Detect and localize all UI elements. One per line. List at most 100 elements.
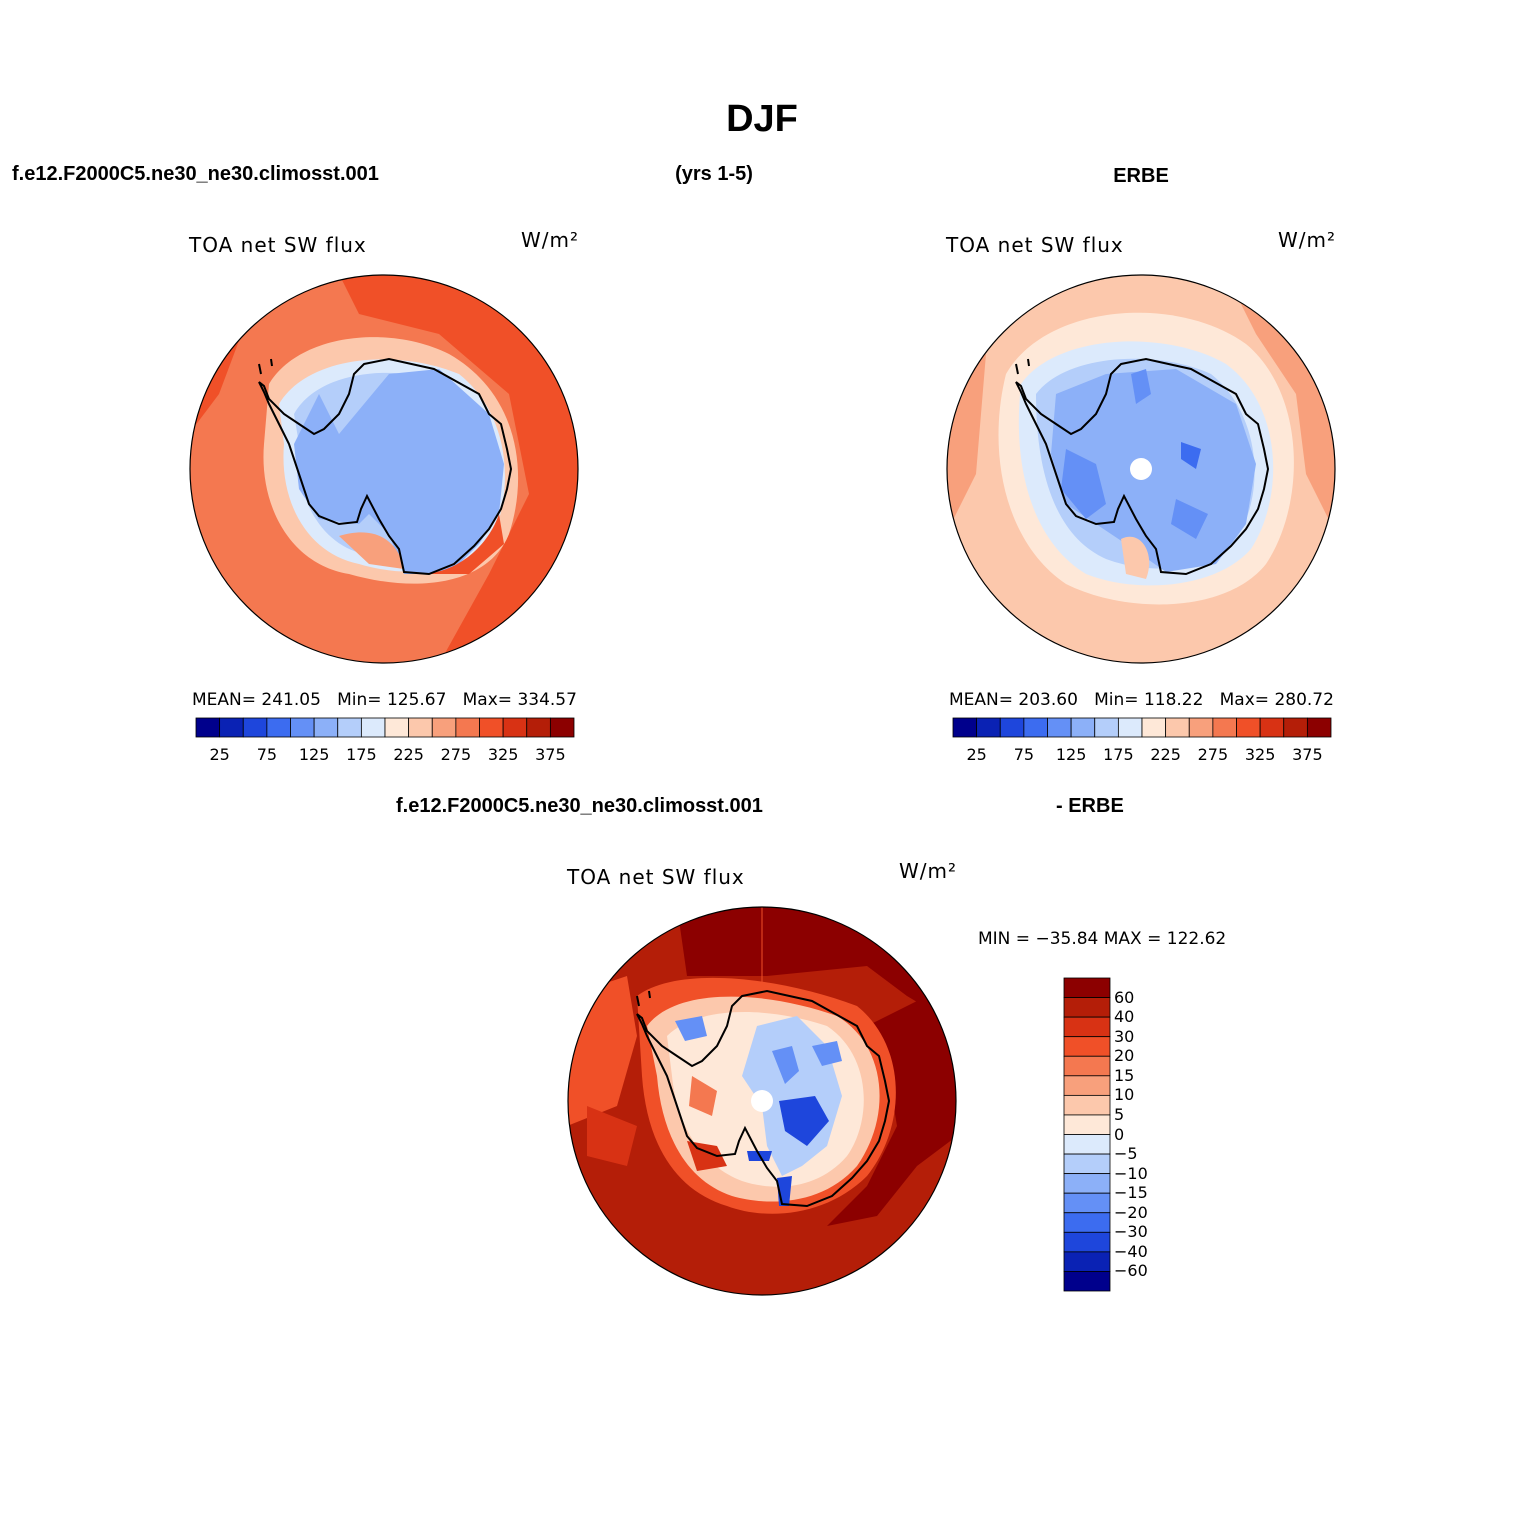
colorbar-swatch xyxy=(1063,1192,1111,1214)
colorbar-swatch xyxy=(1063,997,1111,1018)
colorbar-swatch xyxy=(479,717,504,738)
colorbar-swatch xyxy=(360,717,386,738)
diff-obs-name: - ERBE xyxy=(1056,795,1124,817)
stat-mean-label: MEAN= xyxy=(949,690,1013,710)
stat-max-label: Max= xyxy=(1219,690,1270,710)
colorbar-swatch xyxy=(1141,717,1167,738)
colorbar-tick-label: 225 xyxy=(393,745,424,764)
colorbar-swatch xyxy=(526,717,551,738)
panel-diff-units: W/m² xyxy=(899,859,958,883)
colorbar-swatch xyxy=(1063,1094,1111,1116)
colorbar-tick-label: 375 xyxy=(1292,745,1323,764)
colorbar-tick-label: 15 xyxy=(1114,1065,1135,1085)
diff-case-name: f.e12.F2000C5.ne30_ne30.climosst.001 xyxy=(396,795,763,817)
colorbar-swatch xyxy=(1063,1231,1111,1253)
colorbar-tick-label: 275 xyxy=(440,745,472,764)
colorbar-tick-label: 375 xyxy=(535,745,566,764)
colorbar-swatch xyxy=(1212,717,1237,738)
stat-max-label: Max= xyxy=(462,690,513,710)
colorbar-tick-label: 5 xyxy=(1114,1104,1125,1124)
colorbar-tick-label: 75 xyxy=(256,745,278,764)
colorbar-swatch xyxy=(242,717,268,738)
colorbar-swatch xyxy=(1063,1134,1111,1155)
colorbar-swatch xyxy=(384,717,410,738)
colorbar-tick-label: 25 xyxy=(209,745,230,764)
colorbar-swatch xyxy=(337,717,362,738)
colorbar-swatch xyxy=(1063,1016,1111,1038)
colorbar-tick-label: −5 xyxy=(1114,1144,1138,1164)
colorbar-swatch xyxy=(1283,717,1308,738)
colorbar-tick-label: −20 xyxy=(1114,1202,1148,1222)
colorbar-swatch xyxy=(1306,717,1332,738)
colorbar-tick-label: 60 xyxy=(1114,987,1135,1007)
stat-min-label: Min= xyxy=(337,690,382,710)
colorbar-swatch xyxy=(455,717,480,738)
colorbar-swatch xyxy=(266,717,291,738)
colorbar-swatch xyxy=(313,717,339,738)
panel-diff-title: TOA net SW flux xyxy=(567,865,745,889)
colorbar-swatch xyxy=(1117,717,1143,738)
colorbar-swatch xyxy=(1063,1251,1111,1272)
colorbar-swatch xyxy=(502,717,528,738)
colorbar-swatch xyxy=(1063,1153,1111,1175)
colorbar-tick-label: −15 xyxy=(1114,1183,1148,1203)
colorbar-swatch xyxy=(219,717,244,738)
colorbar-tick-label: −10 xyxy=(1114,1163,1148,1183)
panel-obs-stats: MEAN= 203.60 Min= 118.22 Max= 280.72 xyxy=(949,690,1334,710)
colorbar-swatch xyxy=(999,717,1025,738)
colorbar-tick-label: 175 xyxy=(1103,745,1134,764)
case-name: f.e12.F2000C5.ne30_ne30.climosst.001 xyxy=(12,163,379,185)
colorbar-swatch xyxy=(549,717,575,738)
stat-mean-label: MEAN= xyxy=(192,690,256,710)
colorbar-swatch xyxy=(1063,1212,1111,1233)
colorbar-tick-label: 225 xyxy=(1150,745,1181,764)
stat-mean-value: 203.60 xyxy=(1018,690,1078,710)
colorbar-tick-label: 275 xyxy=(1197,745,1229,764)
colorbar-swatch xyxy=(431,717,457,738)
colorbar-model xyxy=(195,717,575,738)
stat-min-label: Min= xyxy=(1094,690,1139,710)
colorbar-tick-label: 0 xyxy=(1114,1124,1125,1144)
colorbar-swatch xyxy=(1165,717,1190,738)
polar-map-obs xyxy=(946,274,1336,664)
colorbar-tick-label: 10 xyxy=(1114,1085,1135,1105)
colorbar-swatch xyxy=(1063,1271,1111,1292)
colorbar-tick-label: 125 xyxy=(1055,745,1087,764)
colorbar-swatch xyxy=(1063,1173,1111,1194)
stat-max-value: 334.57 xyxy=(517,690,577,710)
stat-min-value: 125.67 xyxy=(386,690,447,710)
colorbar-tick-label: 325 xyxy=(487,745,519,764)
years-label: (yrs 1-5) xyxy=(675,163,753,185)
stat-max-value: 280.72 xyxy=(1274,690,1334,710)
panel-obs-units: W/m² xyxy=(1278,228,1337,252)
colorbar-tick-label: 40 xyxy=(1114,1007,1135,1027)
colorbar-swatch xyxy=(1063,1055,1111,1077)
colorbar-swatch xyxy=(1063,1036,1111,1057)
panel-model-stats: MEAN= 241.05 Min= 125.67 Max= 334.57 xyxy=(192,690,577,710)
colorbar-swatch xyxy=(952,717,978,738)
colorbar-tick-label: 20 xyxy=(1114,1046,1135,1066)
colorbar-swatch xyxy=(1063,1075,1111,1096)
colorbar-swatch xyxy=(1188,717,1214,738)
colorbar-swatch xyxy=(1094,717,1119,738)
panel-model-units: W/m² xyxy=(521,228,580,252)
colorbar-swatch xyxy=(976,717,1001,738)
colorbar-swatch xyxy=(1023,717,1048,738)
colorbar-tick-label: 325 xyxy=(1244,745,1276,764)
colorbar-tick-label: 75 xyxy=(1013,745,1035,764)
colorbar-swatch xyxy=(1070,717,1096,738)
colorbar-tick-label: 25 xyxy=(966,745,987,764)
colorbar-tick-label: 125 xyxy=(298,745,330,764)
colorbar-obs xyxy=(952,717,1332,738)
colorbar-swatch xyxy=(1063,1114,1111,1135)
colorbar-swatch xyxy=(1063,977,1111,998)
polar-map-diff xyxy=(567,906,957,1296)
panel-diff-minmax: MIN = −35.84 MAX = 122.62 xyxy=(978,929,1227,949)
panel-model-title: TOA net SW flux xyxy=(189,233,367,257)
colorbar-swatch xyxy=(1047,717,1072,738)
colorbar-swatch xyxy=(1236,717,1261,738)
colorbar-tick-label: −40 xyxy=(1114,1241,1148,1261)
colorbar-swatch xyxy=(1259,717,1285,738)
figure-title: DJF xyxy=(726,98,798,140)
colorbar-tick-label: −60 xyxy=(1114,1261,1148,1281)
